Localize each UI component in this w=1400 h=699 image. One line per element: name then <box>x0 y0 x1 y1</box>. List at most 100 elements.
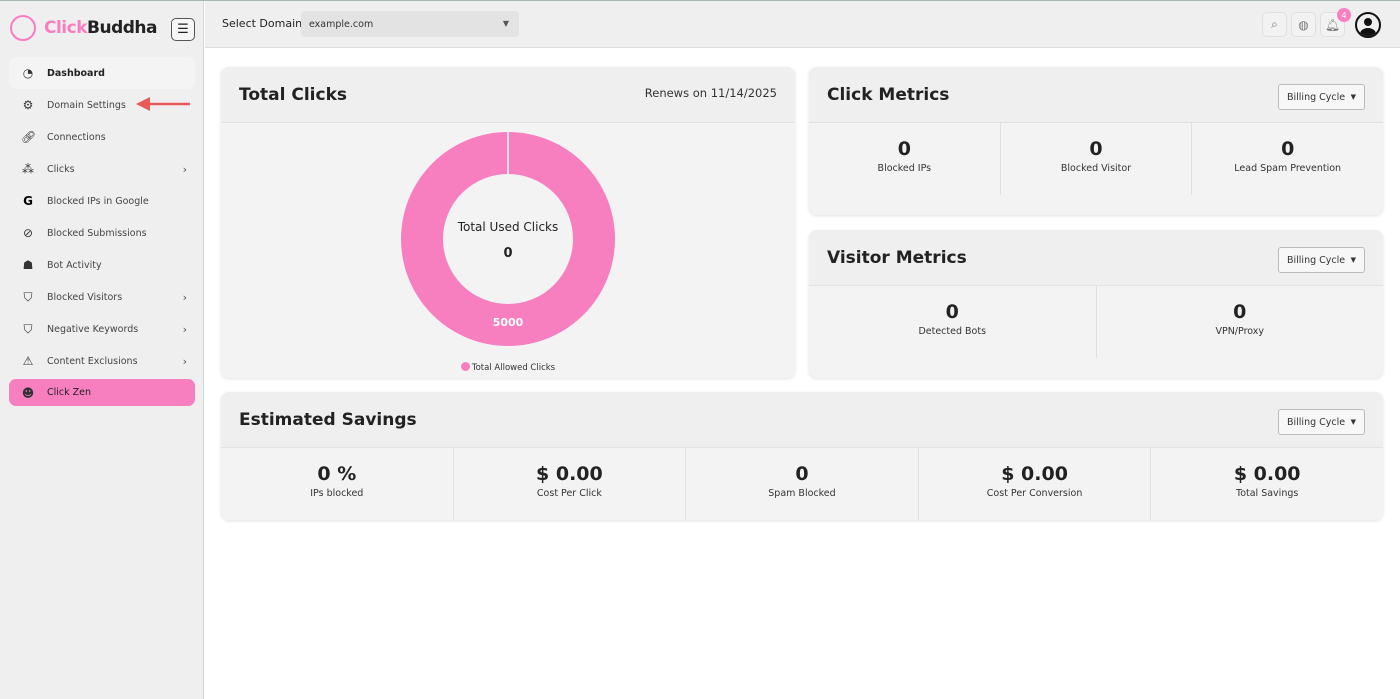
user-avatar[interactable] <box>1355 12 1381 38</box>
metric-label: IPs blocked <box>310 488 364 499</box>
total-clicks-card: Total Clicks Renews on 11/14/2025 Total U… <box>221 67 795 378</box>
domain-value: example.com <box>309 19 374 30</box>
metric-label: Cost Per Conversion <box>986 488 1083 499</box>
chevron-down-icon: ▼ <box>1350 418 1356 426</box>
chevron-right-icon: › <box>182 290 187 304</box>
sidebar-item-label: Blocked IPs in Google <box>47 195 149 207</box>
metric-value: $ 0.00 <box>1233 463 1301 485</box>
chevron-down-icon: ▼ <box>1350 256 1356 264</box>
brand-name-pink: Click <box>44 18 88 38</box>
metric-label: Lead Spam Prevention <box>1234 163 1342 174</box>
notifications-button[interactable]: 🔔︎ 4 <box>1320 8 1351 37</box>
metric-tile: 0 Lead Spam Prevention <box>1192 123 1383 195</box>
sidebar-item-blocked-ips-in-google[interactable]: G Blocked IPs in Google <box>9 185 195 217</box>
sidebar-item-domain-settings[interactable]: ⚙ Domain Settings <box>9 89 195 121</box>
donut-chart: Total Used Clicks 0 5000 <box>401 132 615 346</box>
sidebar-item-label: Blocked Submissions <box>47 227 147 239</box>
sidebar-item-clicks[interactable]: ⁂ Clicks › <box>9 153 195 185</box>
sidebar-item-label: Blocked Visitors <box>47 291 123 303</box>
language-button[interactable]: ◍ <box>1291 12 1316 37</box>
notification-badge: 4 <box>1337 8 1351 22</box>
sidebar-item-bot-activity[interactable]: ☗ Bot Activity <box>9 249 195 281</box>
chevron-down-icon: ▼ <box>502 19 509 28</box>
metric-value: 0 <box>795 463 809 485</box>
shield-check-icon: ⛉ <box>23 289 33 304</box>
metrics-row: 0 % IPs blocked $ 0.00 Cost Per Click 0 Spam … <box>221 448 1383 520</box>
buddha-logo-icon <box>10 15 36 41</box>
chevron-right-icon: › <box>182 162 187 176</box>
donut-slice-total-allowed-clicks[interactable] <box>401 132 615 346</box>
google-icon: G <box>23 194 33 208</box>
click-metrics-card: Click Metrics Billing Cycle ▼ 0 Blocked IPs… <box>809 67 1383 215</box>
sidebar-item-label: Clicks <box>47 163 75 175</box>
sidebar-item-dashboard[interactable]: ◔ Dashboard <box>9 57 195 89</box>
metrics-row: 0 Blocked IPs 0 Blocked Visitor 0 Lead Spam P… <box>809 123 1383 195</box>
chevron-down-icon: ▼ <box>1350 93 1356 101</box>
center-label: Total Used Clicks <box>457 220 559 234</box>
billing-cycle-select[interactable]: Billing Cycle ▼ <box>1278 247 1365 273</box>
metric-value: 0 % <box>317 463 357 485</box>
sidebar-item-click-zen[interactable]: ☻ Click Zen <box>9 379 195 406</box>
metric-value: $ 0.00 <box>1001 463 1068 485</box>
ban-icon: ⊘ <box>22 226 34 240</box>
bell-icon: 🔔︎ <box>1324 17 1341 32</box>
search-button[interactable]: ⌕ <box>1262 12 1287 37</box>
visitor-metrics-card: Visitor Metrics Billing Cycle ▼ 0 Detected … <box>809 230 1383 378</box>
metric-value: 0 <box>1089 138 1103 160</box>
logo[interactable]: ClickBuddha <box>10 15 157 41</box>
metric-tile: 0 Blocked IPs <box>809 123 1001 195</box>
center-value: 0 <box>503 246 512 261</box>
sidebar-item-label: Negative Keywords <box>47 323 139 335</box>
metric-tile: 0 Detected Bots <box>809 286 1097 358</box>
legend-swatch <box>460 362 470 371</box>
sidebar-item-label: Dashboard <box>47 67 105 79</box>
billing-cycle-value: Billing Cycle <box>1287 255 1346 266</box>
metric-label: VPN/Proxy <box>1215 326 1265 337</box>
slice-label: 5000 <box>493 316 524 329</box>
metric-value: $ 0.00 <box>536 463 603 485</box>
card-title: Estimated Savings <box>239 410 417 430</box>
metric-value: 0 <box>1281 138 1295 160</box>
sidebar-item-blocked-visitors[interactable]: ⛉ Blocked Visitors › <box>9 281 195 313</box>
bot-icon: ☗ <box>22 258 34 272</box>
billing-cycle-select[interactable]: Billing Cycle ▼ <box>1278 409 1365 435</box>
warning-icon: ⚠ <box>22 354 34 368</box>
sidebar-item-label: Click Zen <box>47 387 92 398</box>
metric-value: 0 <box>897 138 911 160</box>
sidebar-item-label: Domain Settings <box>47 99 126 111</box>
legend-label: Total Allowed Clicks <box>471 363 556 373</box>
chevron-right-icon: › <box>182 322 187 336</box>
metric-label: Total Savings <box>1236 488 1299 499</box>
sidebar-item-content-exclusions[interactable]: ⚠ Content Exclusions › <box>9 345 195 377</box>
estimated-savings-card: Estimated Savings Billing Cycle ▼ 0 % IPs b… <box>221 392 1383 520</box>
billing-cycle-value: Billing Cycle <box>1287 417 1346 428</box>
metric-tile: 0 % IPs blocked <box>221 448 454 520</box>
metric-tile: 0 Blocked Visitor <box>1001 123 1193 195</box>
metric-label: Detected Bots <box>918 326 987 337</box>
pie-chart-icon: ◔ <box>22 66 34 80</box>
metric-value: 0 <box>1233 301 1247 323</box>
sidebar-item-blocked-submissions[interactable]: ⊘ Blocked Submissions <box>9 217 195 249</box>
menu-toggle-button[interactable]: ☰ <box>171 18 195 41</box>
metrics-row: 0 Detected Bots 0 VPN/Proxy <box>809 286 1383 358</box>
click-icon: ⁂ <box>22 162 34 176</box>
metric-label: Blocked Visitor <box>1060 163 1132 174</box>
metric-label: Cost Per Click <box>536 488 602 499</box>
metric-value: 0 <box>945 301 959 323</box>
shield-alert-icon: ⛉ <box>23 321 33 336</box>
chart-legend[interactable]: Total Allowed Clicks <box>221 362 795 373</box>
sidebar-item-negative-keywords[interactable]: ⛉ Negative Keywords › <box>9 313 195 345</box>
sidebar-item-connections[interactable]: 🔗︎ Connections <box>9 121 195 153</box>
globe-icon: ◍ <box>1298 17 1309 32</box>
metric-tile: 0 Spam Blocked <box>686 448 919 520</box>
card-title: Click Metrics <box>827 85 950 105</box>
metric-tile: $ 0.00 Cost Per Click <box>454 448 687 520</box>
chevron-right-icon: › <box>182 354 187 368</box>
domain-select[interactable]: example.com ▼ <box>301 11 519 37</box>
search-icon: ⌕ <box>1271 17 1278 31</box>
select-domain-label: Select Domain <box>222 17 303 30</box>
metric-tile: $ 0.00 Total Savings <box>1151 448 1383 520</box>
billing-cycle-select[interactable]: Billing Cycle ▼ <box>1278 84 1365 110</box>
sidebar-item-label: Connections <box>47 131 106 143</box>
topbar: Select Domain example.com ▼ ⌕ ◍ 🔔︎ 4 <box>205 1 1400 48</box>
